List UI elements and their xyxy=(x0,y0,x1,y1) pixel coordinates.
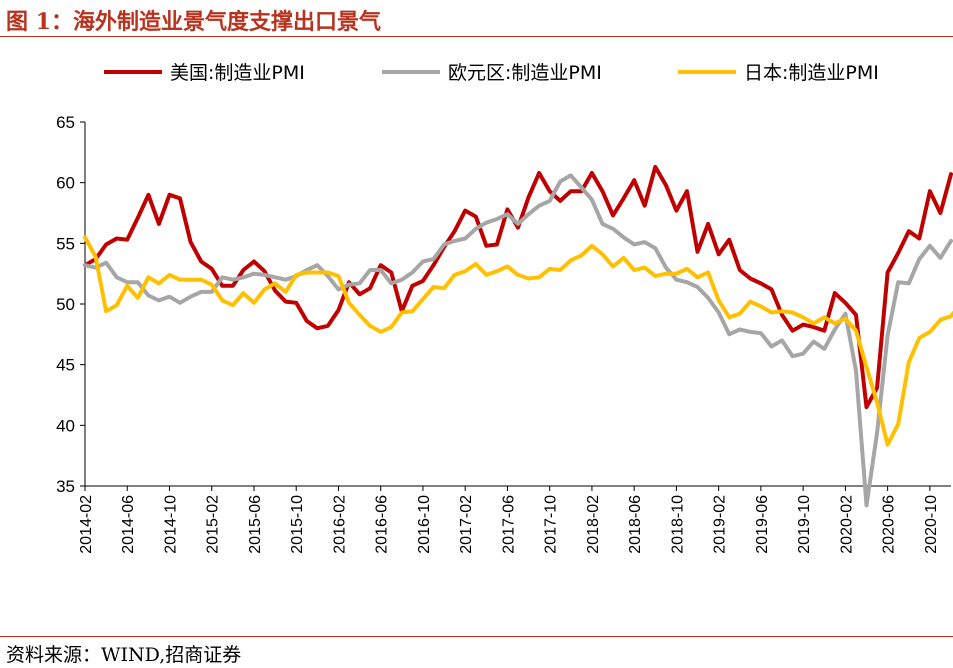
x-tick-label: 2016-06 xyxy=(374,495,391,554)
legend-label-3: 日本:制造业PMI xyxy=(744,62,879,84)
x-tick-label: 2019-10 xyxy=(796,495,813,554)
title-divider xyxy=(0,36,953,37)
x-tick-label: 2015-06 xyxy=(247,495,264,554)
x-tick-label: 2017-02 xyxy=(458,495,475,554)
x-tick-label: 2018-06 xyxy=(627,495,644,554)
x-tick-label: 2020-06 xyxy=(881,495,898,554)
chart-legend: 美国:制造业PMI 欧元区:制造业PMI 日本:制造业PMI xyxy=(104,62,879,84)
y-tick-label: 40 xyxy=(56,416,75,435)
x-tick-label: 2016-02 xyxy=(331,495,348,554)
x-tick-label: 2016-10 xyxy=(416,495,433,554)
series-line-1 xyxy=(83,164,953,410)
line-chart: 美国:制造业PMI 欧元区:制造业PMI 日本:制造业PMI 35 40 45 50 55 6… xyxy=(56,62,953,554)
legend-label-1: 美国:制造业PMI xyxy=(170,62,305,84)
x-tick-label: 2015-02 xyxy=(205,495,222,554)
source-note: 资料来源：WIND,招商证券 xyxy=(6,644,242,666)
series-line-2 xyxy=(83,173,953,508)
x-tick-label: 2018-02 xyxy=(585,495,602,554)
y-tick-label: 65 xyxy=(56,113,75,132)
x-tick-label: 2018-10 xyxy=(669,495,686,554)
y-tick-label: 35 xyxy=(56,477,75,496)
y-tick-label: 55 xyxy=(56,234,75,253)
y-tick-label: 45 xyxy=(56,356,75,375)
x-tick-label: 2014-02 xyxy=(78,495,95,554)
y-tick-label: 50 xyxy=(56,295,75,314)
x-tick-label: 2014-06 xyxy=(120,495,137,554)
x-tick-label: 2017-10 xyxy=(543,495,560,554)
x-tick-label: 2020-02 xyxy=(838,495,855,554)
x-tick-label: 2019-06 xyxy=(754,495,771,554)
source-divider xyxy=(0,636,953,637)
x-tick-label: 2015-10 xyxy=(289,495,306,554)
figure-title: 图 1：海外制造业景气度支撑出口景气 xyxy=(6,9,381,35)
chart-axes: 35 40 45 50 55 60 65 2014-02 2014-06 2014-10 2015-… xyxy=(56,113,951,554)
x-tick-label: 2014-10 xyxy=(162,495,179,554)
x-tick-label: 2019-02 xyxy=(712,495,729,554)
legend-label-2: 欧元区:制造业PMI xyxy=(448,62,602,84)
x-tick-label: 2017-06 xyxy=(500,495,517,554)
chart-series-lines xyxy=(83,164,953,508)
y-tick-label: 60 xyxy=(56,174,75,193)
series-line-3 xyxy=(83,235,953,447)
x-tick-label: 2020-10 xyxy=(923,495,940,554)
